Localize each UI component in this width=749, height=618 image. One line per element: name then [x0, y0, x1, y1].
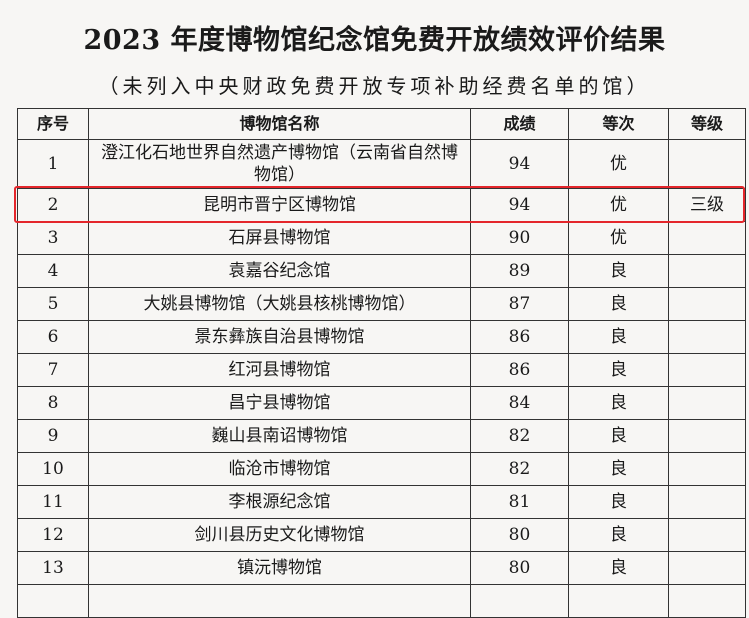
cell-no: 9	[17, 419, 89, 453]
document-title: 2023 年度博物馆纪念馆免费开放绩效评价结果	[83, 25, 666, 56]
table-row: 7 红河县博物馆 86 良	[17, 353, 746, 387]
cell-rank: 优	[568, 139, 669, 189]
cell-rank: 良	[568, 518, 669, 552]
cell-level	[668, 485, 746, 519]
cell-name: 景东彝族自治县博物馆	[88, 320, 471, 354]
cell-no: 11	[17, 485, 89, 519]
cell-score: 89	[470, 254, 569, 288]
header-score: 成绩	[470, 108, 569, 140]
cell-rank: 优	[568, 188, 669, 222]
table-row: 8 昌宁县博物馆 84 良	[17, 386, 746, 420]
table-row: 4 袁嘉谷纪念馆 89 良	[17, 254, 746, 288]
cell-rank: 良	[568, 452, 669, 486]
table-row: 5 大姚县博物馆（大姚县核桃博物馆） 87 良	[17, 287, 746, 321]
cell-name: 临沧市博物馆	[88, 452, 471, 486]
cell-score: 90	[470, 221, 569, 255]
cell-rank: 良	[568, 485, 669, 519]
cell-rank: 良	[568, 320, 669, 354]
table-row: 1 澄江化石地世界自然遗产博物馆（云南省自然博物馆） 94 优	[17, 139, 746, 189]
cell-score: 80	[470, 551, 569, 585]
header-name: 博物馆名称	[88, 108, 471, 140]
cell-no: 10	[17, 452, 89, 486]
cell-score: 81	[470, 485, 569, 519]
cell-level	[668, 320, 746, 354]
cell-no: 13	[17, 551, 89, 585]
cell-level: 三级	[668, 188, 746, 222]
cell-rank: 优	[568, 221, 669, 255]
cell-no: 7	[17, 353, 89, 387]
cell-name: 昌宁县博物馆	[88, 386, 471, 420]
cell-score: 86	[470, 320, 569, 354]
cell-level	[668, 518, 746, 552]
cell-score: 82	[470, 452, 569, 486]
cell-score: 86	[470, 353, 569, 387]
cell-rank: 良	[568, 254, 669, 288]
cell-name: 大姚县博物馆（大姚县核桃博物馆）	[88, 287, 471, 321]
cell-rank: 良	[568, 419, 669, 453]
cell-no: 3	[17, 221, 89, 255]
cell-level	[668, 254, 746, 288]
cell-name: 巍山县南诏博物馆	[88, 419, 471, 453]
cell-name: 剑川县历史文化博物馆	[88, 518, 471, 552]
cell-score: 94	[470, 188, 569, 222]
results-table: 序号 博物馆名称 成绩 等次 等级 1 澄江化石地世界自然遗产博物馆（云南省自然博…	[17, 108, 746, 618]
cell-level	[668, 353, 746, 387]
cell-no: 6	[17, 320, 89, 354]
header-rank: 等次	[568, 108, 669, 140]
cell-name: 石屏县博物馆	[88, 221, 471, 255]
cell-rank: 良	[568, 386, 669, 420]
cell-level	[668, 221, 746, 255]
cell-no: 5	[17, 287, 89, 321]
cell-level	[668, 452, 746, 486]
table-row: 6 景东彝族自治县博物馆 86 良	[17, 320, 746, 354]
cell-name: 澄江化石地世界自然遗产博物馆（云南省自然博物馆）	[88, 139, 471, 189]
document-subtitle: （未列入中央财政免费开放专项补助经费名单的馆）	[98, 74, 651, 98]
cell-no: 2	[17, 188, 89, 222]
cell-score: 82	[470, 419, 569, 453]
cell-rank: 良	[568, 287, 669, 321]
cell-level	[668, 551, 746, 585]
cell-name: 李根源纪念馆	[88, 485, 471, 519]
cell-score: 84	[470, 386, 569, 420]
cell-rank: 良	[568, 353, 669, 387]
table-row: 2 昆明市晋宁区博物馆 94 优三级	[17, 188, 746, 222]
header-level: 等级	[668, 108, 746, 140]
cell-level	[668, 386, 746, 420]
cell-no: 4	[17, 254, 89, 288]
cell-name: 袁嘉谷纪念馆	[88, 254, 471, 288]
table-row: 11 李根源纪念馆 81 良	[17, 485, 746, 519]
cell-name: 镇沅博物馆	[88, 551, 471, 585]
table-row: 10 临沧市博物馆 82 良	[17, 452, 746, 486]
table-row: 13 镇沅博物馆 80 良	[17, 551, 746, 585]
header-no: 序号	[17, 108, 89, 140]
cell-name: 昆明市晋宁区博物馆	[88, 188, 471, 222]
partial-row	[17, 584, 746, 618]
cell-level	[668, 419, 746, 453]
cell-level	[668, 139, 746, 189]
cell-level	[668, 287, 746, 321]
cell-score: 94	[470, 139, 569, 189]
cell-no: 1	[17, 139, 89, 189]
cell-rank: 良	[568, 551, 669, 585]
table-row: 12 剑川县历史文化博物馆 80 良	[17, 518, 746, 552]
table-row: 9 巍山县南诏博物馆 82 良	[17, 419, 746, 453]
table-row: 3 石屏县博物馆 90 优	[17, 221, 746, 255]
cell-no: 12	[17, 518, 89, 552]
table-header-row: 序号 博物馆名称 成绩 等次 等级	[17, 108, 746, 140]
cell-no: 8	[17, 386, 89, 420]
cell-score: 87	[470, 287, 569, 321]
cell-score: 80	[470, 518, 569, 552]
cell-name: 红河县博物馆	[88, 353, 471, 387]
